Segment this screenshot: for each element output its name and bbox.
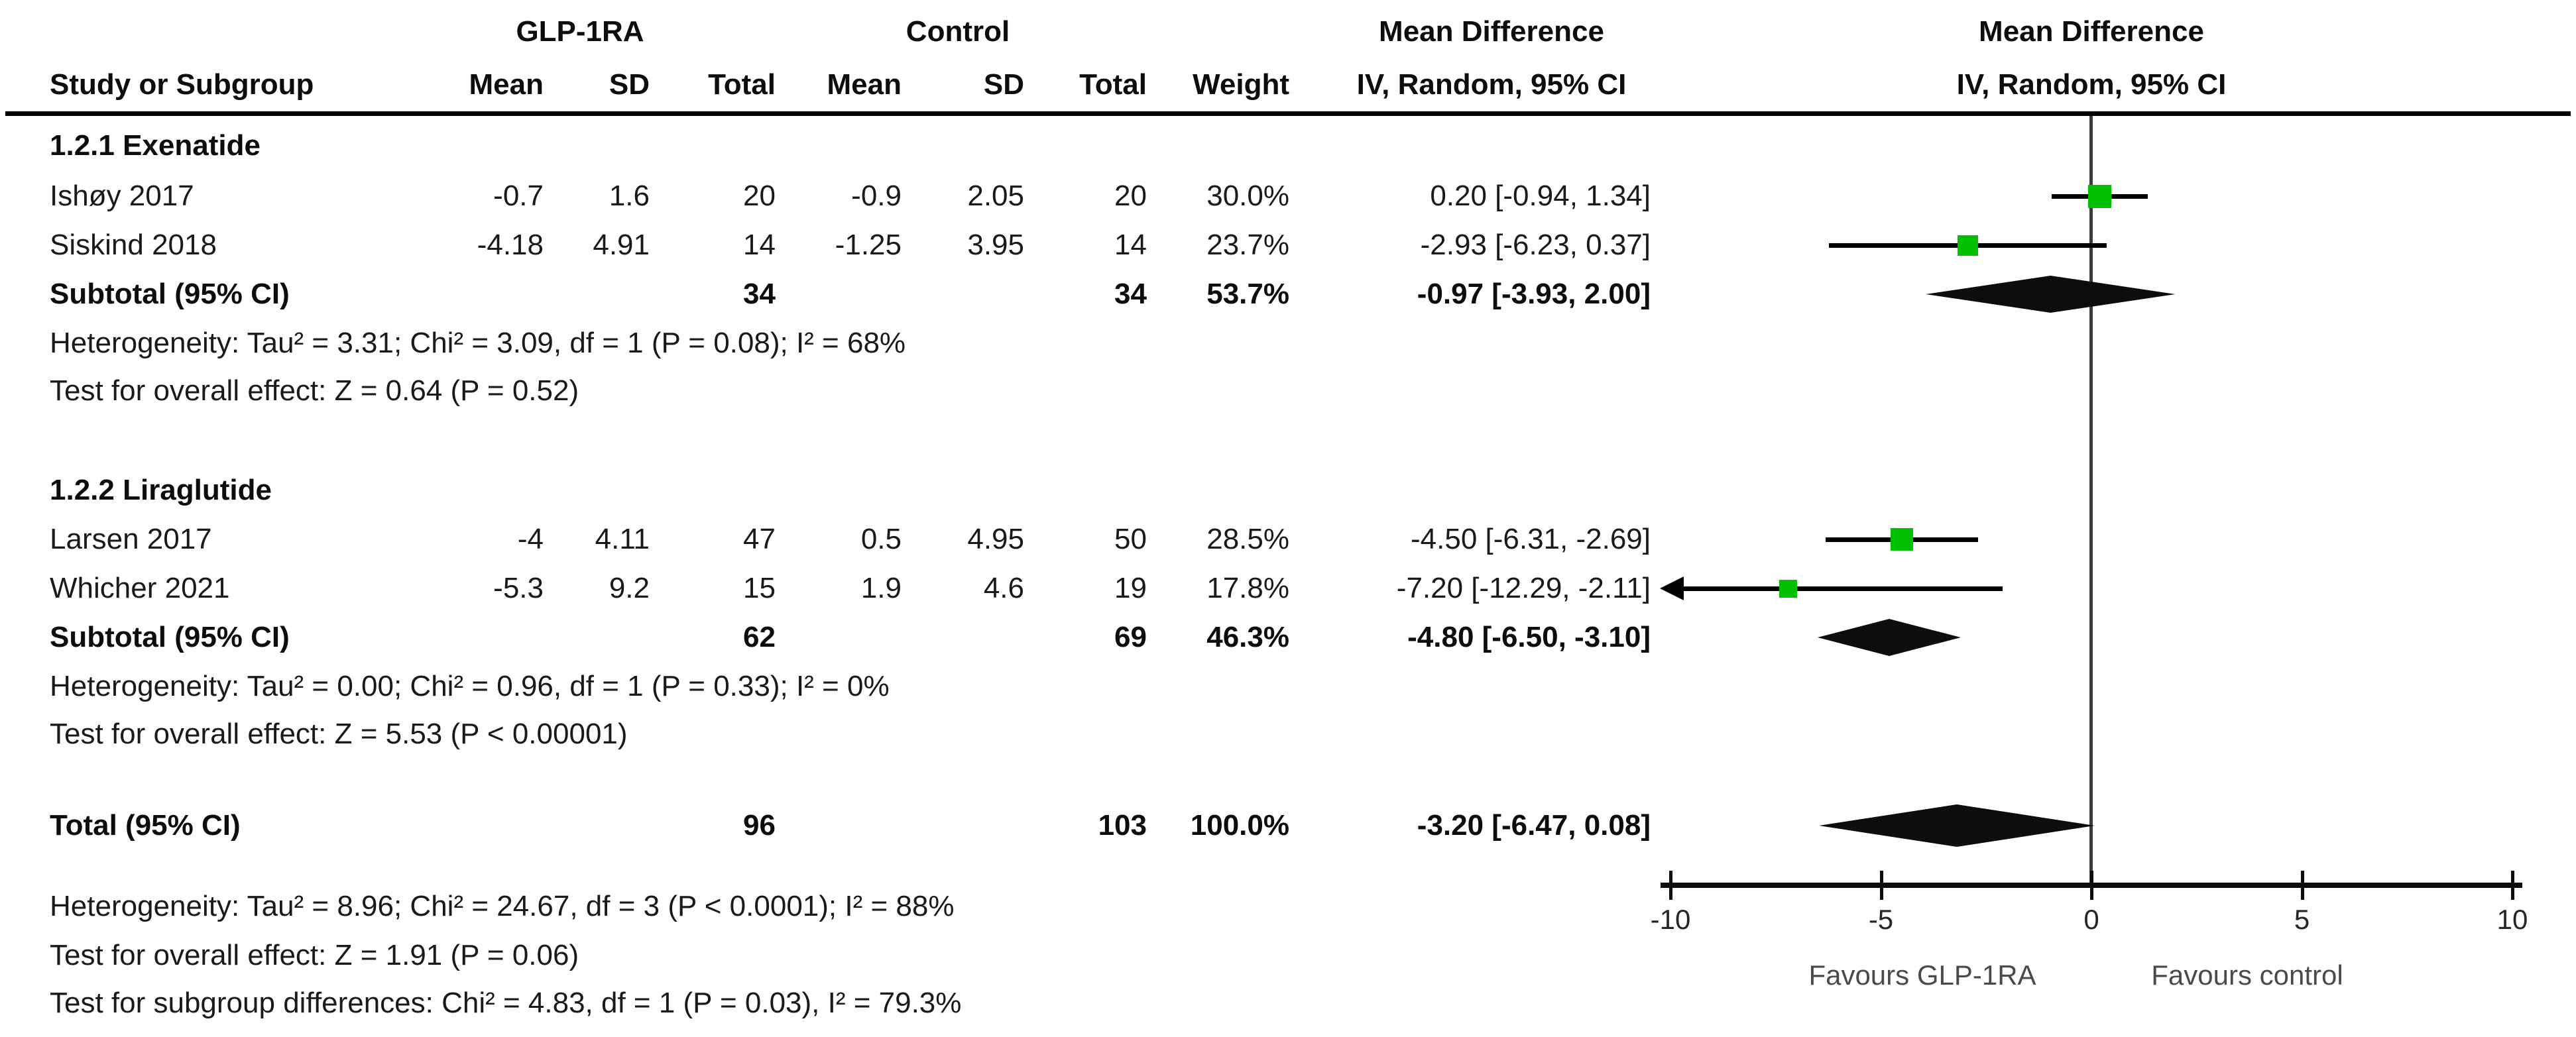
study-n2: 14 <box>1114 229 1147 261</box>
total-md-ci: -3.20 [-6.47, 0.08] <box>1417 809 1651 842</box>
total-n1: 96 <box>743 809 776 842</box>
study-name: Larsen 2017 <box>50 523 212 555</box>
col-header-total1: Total <box>708 68 776 101</box>
study-mean2: -0.9 <box>851 180 902 212</box>
group-header-glp1ra: GLP-1RA <box>516 15 644 48</box>
subtotal-weight: 53.7% <box>1206 278 1289 310</box>
study-n2: 19 <box>1114 572 1147 604</box>
study-mean2: -1.25 <box>835 229 902 261</box>
study-md-ci: 0.20 [-0.94, 1.34] <box>1430 180 1651 212</box>
total-heterogeneity-text: Heterogeneity: Tau² = 8.96; Chi² = 24.67… <box>50 890 955 922</box>
ci-overflow-arrow-left <box>1660 576 1684 600</box>
study-weight: 17.8% <box>1206 572 1289 604</box>
total-n2: 103 <box>1098 809 1147 842</box>
group-header-md-table: Mean Difference <box>1379 15 1604 48</box>
subtotal-n2: 69 <box>1114 621 1147 653</box>
study-name: Siskind 2018 <box>50 229 217 261</box>
subgroup-2-title: 1.2.2 Liraglutide <box>50 474 272 506</box>
col-header-ci-plot: IV, Random, 95% CI <box>1956 68 2227 101</box>
zero-effect-line <box>2089 116 2093 883</box>
x-axis-tick <box>2300 871 2304 900</box>
col-header-ci-table: IV, Random, 95% CI <box>1356 68 1627 101</box>
header-divider-line <box>5 111 2571 116</box>
study-n1: 20 <box>743 180 776 212</box>
subtotal-diamond <box>1926 276 2176 313</box>
subtotal-n2: 34 <box>1114 278 1147 310</box>
heterogeneity-text: Heterogeneity: Tau² = 3.31; Chi² = 3.09,… <box>50 327 906 359</box>
x-axis-tick-label: 0 <box>2083 904 2099 935</box>
mean-marker-square <box>2088 184 2112 208</box>
study-sd2: 4.6 <box>983 572 1024 604</box>
overall-effect-text: Test for overall effect: Z = 0.64 (P = 0… <box>50 374 579 407</box>
study-sd2: 4.95 <box>967 523 1024 555</box>
col-header-mean1: Mean <box>469 68 544 101</box>
study-md-ci: -4.50 [-6.31, -2.69] <box>1411 523 1651 555</box>
study-name: Whicher 2021 <box>50 572 230 604</box>
col-header-weight: Weight <box>1193 68 1289 101</box>
study-sd2: 3.95 <box>967 229 1024 261</box>
study-n1: 14 <box>743 229 776 261</box>
total-diamond <box>1819 804 2095 847</box>
study-mean1: -4.18 <box>477 229 544 261</box>
subtotal-md-ci: -4.80 [-6.50, -3.10] <box>1407 621 1651 653</box>
mean-marker-square <box>1958 235 1979 256</box>
study-mean2: 0.5 <box>860 523 902 555</box>
col-header-sd2: SD <box>983 68 1024 101</box>
study-weight: 28.5% <box>1206 523 1289 555</box>
x-axis-tick-label: -5 <box>1868 904 1894 935</box>
study-n2: 20 <box>1114 180 1147 212</box>
study-mean1: -4 <box>517 523 544 555</box>
col-header-mean2: Mean <box>827 68 902 101</box>
col-header-sd1: SD <box>609 68 650 101</box>
study-n2: 50 <box>1114 523 1147 555</box>
subtotal-label: Subtotal (95% CI) <box>50 278 290 310</box>
x-axis-tick <box>2511 871 2514 900</box>
overall-effect-text: Test for overall effect: Z = 5.53 (P < 0… <box>50 718 628 750</box>
heterogeneity-text: Heterogeneity: Tau² = 0.00; Chi² = 0.96,… <box>50 670 890 702</box>
study-name: Ishøy 2017 <box>50 180 194 212</box>
study-sd1: 4.91 <box>593 229 650 261</box>
subtotal-n1: 62 <box>743 621 776 653</box>
study-sd1: 4.11 <box>595 523 650 555</box>
total-weight: 100.0% <box>1190 809 1289 842</box>
study-n1: 47 <box>743 523 776 555</box>
subtotal-n1: 34 <box>743 278 776 310</box>
mean-marker-square <box>1779 579 1798 598</box>
group-header-control: Control <box>906 15 1010 48</box>
x-axis-tick <box>2090 871 2093 900</box>
subgroup-1-title: 1.2.1 Exenatide <box>50 129 261 162</box>
study-mean1: -0.7 <box>493 180 544 212</box>
x-axis-tick-label: -10 <box>1650 904 1691 935</box>
study-mean2: 1.9 <box>860 572 902 604</box>
study-n1: 15 <box>743 572 776 604</box>
study-weight: 23.7% <box>1206 229 1289 261</box>
study-weight: 30.0% <box>1206 180 1289 212</box>
study-sd1: 9.2 <box>609 572 650 604</box>
ci-line <box>1677 586 2003 591</box>
subtotal-label: Subtotal (95% CI) <box>50 621 290 653</box>
study-md-ci: -7.20 [-12.29, -2.11] <box>1396 572 1651 604</box>
x-axis-tick <box>1879 871 1883 900</box>
x-axis-tick-label: 5 <box>2294 904 2310 935</box>
favours-left-label: Favours GLP-1RA <box>1808 959 2036 991</box>
mean-marker-square <box>1891 528 1914 551</box>
col-header-total2: Total <box>1079 68 1147 101</box>
favours-right-label: Favours control <box>2151 959 2343 991</box>
total-overall-effect-text: Test for overall effect: Z = 1.91 (P = 0… <box>50 939 579 971</box>
subtotal-md-ci: -0.97 [-3.93, 2.00] <box>1417 278 1651 310</box>
study-sd1: 1.6 <box>609 180 650 212</box>
study-mean1: -5.3 <box>493 572 544 604</box>
subtotal-weight: 46.3% <box>1206 621 1289 653</box>
study-md-ci: -2.93 [-6.23, 0.37] <box>1420 229 1651 261</box>
group-header-md-plot: Mean Difference <box>1979 15 2204 48</box>
col-header-study: Study or Subgroup <box>50 68 314 101</box>
x-axis-tick <box>1669 871 1672 900</box>
study-sd2: 2.05 <box>967 180 1024 212</box>
x-axis-tick-label: 10 <box>2496 904 2528 935</box>
subgroup-differences-text: Test for subgroup differences: Chi² = 4.… <box>50 987 962 1019</box>
total-label: Total (95% CI) <box>50 809 241 842</box>
subtotal-diamond <box>1818 619 1961 656</box>
